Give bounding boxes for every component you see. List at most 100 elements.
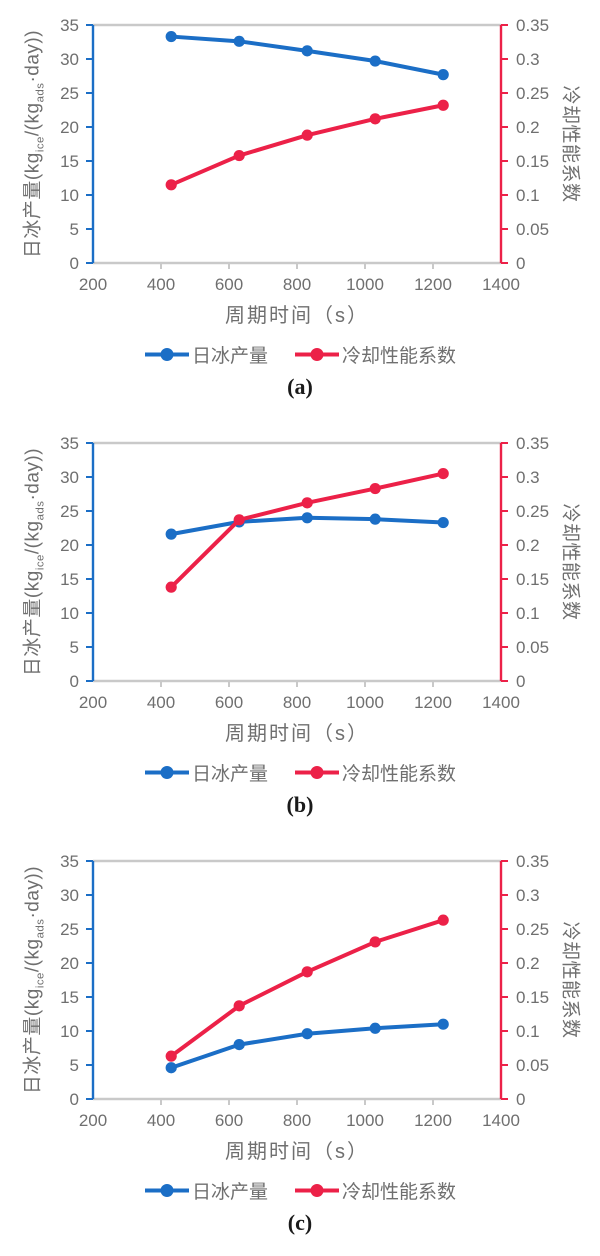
left-axis-title-text: /(kg bbox=[22, 938, 44, 973]
x-axis-tick-label: 600 bbox=[215, 1111, 243, 1130]
left-axis-tick-label: 0 bbox=[70, 672, 79, 691]
daily-ice-production-marker bbox=[301, 1028, 313, 1040]
cooling-cop-marker bbox=[301, 966, 313, 978]
left-axis-tick-label: 0 bbox=[70, 1090, 79, 1109]
left-axis-tick-label: 15 bbox=[60, 152, 79, 171]
right-axis-tick-label: 0.25 bbox=[516, 502, 549, 521]
cooling-cop-marker bbox=[233, 514, 245, 526]
left-axis-tick-label: 25 bbox=[60, 84, 79, 103]
chart-panel-b: 0 5 10 15 20 25 30 35 0 0.05 0.1 0.15 0.2 0.25 0.3 0.35… bbox=[0, 418, 600, 836]
plot-area: 0 5 10 15 20 25 30 35 0 0.05 0.1 0.15 0.2 0.25 0.3 0.35… bbox=[60, 852, 549, 1130]
legend-marker-red bbox=[310, 1184, 324, 1197]
x-axis-tick-label: 400 bbox=[147, 275, 175, 294]
left-axis-tick-label: 25 bbox=[60, 502, 79, 521]
legend-item-ice-production: 日冰产量 bbox=[144, 341, 268, 368]
left-axis-tick-label: 5 bbox=[70, 638, 79, 657]
left-axis-tick-label: 5 bbox=[70, 220, 79, 239]
left-axis-title-text: 日冰产量(kg bbox=[22, 988, 44, 1095]
left-axis-tick-label: 20 bbox=[60, 954, 79, 973]
x-axis-tick-label: 800 bbox=[283, 275, 311, 294]
cooling-cop-marker bbox=[165, 1050, 177, 1062]
left-axis-title-text: 日冰产量(kg bbox=[22, 152, 44, 259]
x-axis-tick-label: 200 bbox=[79, 693, 107, 712]
right-axis-tick-label: 0.3 bbox=[516, 468, 540, 487]
cooling-cop-marker bbox=[301, 129, 313, 141]
x-axis-tick-label: 200 bbox=[79, 275, 107, 294]
x-axis-tick-label: 800 bbox=[283, 693, 311, 712]
legend-item-ice-production: 日冰产量 bbox=[144, 759, 268, 786]
daily-ice-production-marker bbox=[437, 69, 449, 81]
chart-caption: (b) bbox=[286, 792, 314, 817]
legend-marker-blue bbox=[160, 348, 174, 361]
right-axis-tick-label: 0.1 bbox=[516, 186, 540, 205]
chart-caption: (c) bbox=[287, 1210, 313, 1235]
right-axis-tick-label: 0.1 bbox=[516, 1022, 540, 1041]
legend-marker-red bbox=[310, 766, 324, 779]
left-axis-title-text: /(kg bbox=[22, 520, 44, 555]
right-axis-title: 冷却性能系数 bbox=[559, 85, 581, 203]
legend-label-ice-production: 日冰产量 bbox=[191, 346, 268, 367]
right-axis-tick-label: 0.2 bbox=[516, 118, 540, 137]
left-axis-tick-label: 20 bbox=[60, 118, 79, 137]
x-axis-tick-label: 1400 bbox=[482, 693, 520, 712]
subscript-ice: ice bbox=[34, 972, 47, 989]
right-axis-tick-label: 0.05 bbox=[516, 220, 549, 239]
cooling-cop-marker bbox=[165, 581, 177, 593]
left-axis-title: 日冰产量(kgice/(kgads·day)) bbox=[18, 448, 47, 676]
cooling-cop-marker bbox=[233, 1000, 245, 1012]
right-axis-tick-label: 0.15 bbox=[516, 988, 549, 1007]
cooling-cop-marker bbox=[369, 482, 381, 495]
legend: 日冰产量 冷却性能系数 bbox=[0, 759, 600, 786]
right-axis-tick-label: 0.2 bbox=[516, 536, 540, 555]
right-axis-tick-label: 0.05 bbox=[516, 1056, 549, 1075]
daily-ice-production-marker bbox=[437, 516, 449, 529]
cooling-cop-line bbox=[169, 471, 446, 590]
left-axis-tick-label: 35 bbox=[60, 852, 79, 871]
right-axis-tick-label: 0 bbox=[516, 1090, 525, 1109]
x-axis-tick-label: 800 bbox=[283, 1111, 311, 1130]
left-axis-title: 日冰产量(kgice/(kgads·day)) bbox=[18, 866, 47, 1094]
right-axis-tick-label: 0.2 bbox=[516, 954, 540, 973]
ice-production-legend-swatch bbox=[144, 1184, 189, 1197]
ice-production-legend-swatch bbox=[144, 348, 189, 361]
right-axis-title: 冷却性能系数 bbox=[559, 503, 581, 621]
x-axis-tick-label: 400 bbox=[147, 693, 175, 712]
x-axis-title: 周期时间（s） bbox=[225, 305, 369, 327]
legend-marker-blue bbox=[160, 766, 174, 779]
plot-area: 0 5 10 15 20 25 30 35 0 0.05 0.1 0.15 0.2 0.25 0.3 0.35… bbox=[60, 434, 549, 712]
left-axis-tick-label: 30 bbox=[60, 886, 79, 905]
legend-item-cooling-cop: 冷却性能系数 bbox=[294, 1177, 456, 1204]
legend-label-cooling-cop: 冷却性能系数 bbox=[342, 764, 457, 785]
left-axis-tick-label: 30 bbox=[60, 50, 79, 69]
right-axis-title: 冷却性能系数 bbox=[559, 921, 581, 1039]
legend-label-cooling-cop: 冷却性能系数 bbox=[342, 346, 457, 367]
left-axis-tick-label: 15 bbox=[60, 570, 79, 589]
cooling-cop-marker bbox=[437, 914, 449, 926]
legend-marker-blue bbox=[160, 1184, 174, 1197]
left-axis-tick-label: 35 bbox=[60, 434, 79, 453]
left-axis-title-text: ·day)) bbox=[22, 865, 44, 919]
legend-label-cooling-cop: 冷却性能系数 bbox=[342, 1182, 457, 1203]
right-axis-tick-label: 0.35 bbox=[516, 16, 549, 35]
cooling-cop-legend-swatch bbox=[295, 1184, 339, 1197]
cooling-cop-marker bbox=[369, 936, 381, 948]
right-axis-tick-label: 0.3 bbox=[516, 50, 540, 69]
cooling-cop-marker bbox=[301, 497, 313, 509]
cooling-cop-marker bbox=[369, 113, 381, 125]
left-axis-tick-label: 5 bbox=[70, 1056, 79, 1075]
legend-item-ice-production: 日冰产量 bbox=[144, 1177, 268, 1204]
legend: 日冰产量 冷却性能系数 bbox=[0, 1177, 600, 1204]
left-axis-tick-label: 25 bbox=[60, 920, 79, 939]
x-axis-tick-label: 1000 bbox=[346, 1111, 384, 1130]
chart-caption: (a) bbox=[287, 374, 313, 399]
cooling-cop-marker bbox=[437, 468, 449, 480]
chart-panel-a: 0 5 10 15 20 25 30 35 0 0.05 0.1 0.15 0.2 0.25 0.3 0.35… bbox=[0, 0, 600, 418]
cooling-cop-legend-swatch bbox=[295, 348, 339, 361]
daily-ice-production-marker bbox=[165, 528, 177, 540]
x-axis-tick-label: 1200 bbox=[414, 275, 452, 294]
x-axis-tick-label: 400 bbox=[147, 1111, 175, 1130]
subscript-ice: ice bbox=[34, 554, 47, 571]
left-axis-tick-label: 10 bbox=[60, 186, 79, 205]
x-axis-tick-label: 1000 bbox=[346, 693, 384, 712]
